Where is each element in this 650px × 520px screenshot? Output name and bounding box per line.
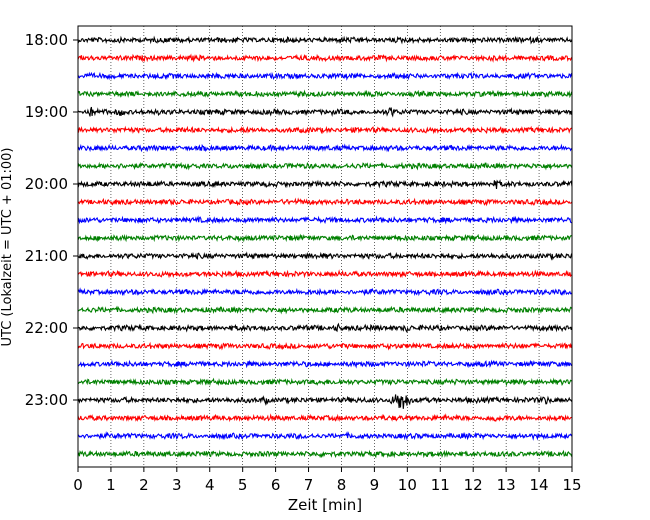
x-tick-label-8: 8 — [337, 476, 347, 494]
trace-20:30 — [77, 215, 573, 225]
x-tick-label-14: 14 — [530, 476, 549, 494]
x-tick-label-0: 0 — [73, 476, 83, 494]
trace-22:00 — [77, 322, 573, 334]
trace-21:00 — [77, 251, 573, 261]
trace-22:30 — [77, 359, 573, 369]
trace-20:15 — [77, 197, 573, 207]
y-axis-label: UTC (Lokalzeit = UTC + 01:00) — [0, 148, 15, 347]
x-tick-label-4: 4 — [205, 476, 215, 494]
x-tick-label-7: 7 — [304, 476, 314, 494]
trace-20:00 — [77, 179, 573, 190]
x-tick-label-6: 6 — [271, 476, 281, 494]
trace-22:15 — [77, 341, 573, 351]
x-tick-label-5: 5 — [238, 476, 248, 494]
trace-18:15 — [77, 53, 573, 63]
x-tick-label-11: 11 — [431, 476, 450, 494]
trace-21:30 — [77, 287, 573, 297]
x-tick-label-10: 10 — [398, 476, 417, 494]
y-tick-label-2: 20:00 — [25, 175, 68, 193]
trace-20:45 — [77, 233, 573, 243]
x-tick-label-3: 3 — [172, 476, 182, 494]
trace-23:15 — [77, 413, 573, 423]
y-tick-label-1: 19:00 — [25, 103, 68, 121]
trace-19:15 — [77, 125, 573, 135]
x-axis-ticks: 0 1 2 3 4 5 6 7 8 9 10 11 12 13 14 15 — [73, 467, 582, 494]
y-tick-label-0: 18:00 — [25, 31, 68, 49]
trace-19:00 — [77, 106, 573, 118]
trace-22:45 — [77, 377, 573, 387]
x-tick-label-13: 13 — [497, 476, 516, 494]
seismic-traces — [77, 35, 573, 459]
x-tick-label-1: 1 — [106, 476, 116, 494]
y-tick-label-4: 22:00 — [25, 319, 68, 337]
trace-23:30 — [77, 431, 573, 441]
trace-23:00 — [77, 394, 573, 409]
trace-18:30 — [77, 71, 573, 81]
trace-18:45 — [77, 89, 573, 99]
trace-21:45 — [77, 305, 573, 315]
trace-18:00 — [77, 35, 573, 45]
trace-21:15 — [77, 269, 572, 279]
x-tick-label-9: 9 — [370, 476, 380, 494]
plot-frame — [77, 25, 573, 468]
y-axis-ticks: 18:00 19:00 20:00 21:00 22:00 23:00 — [25, 31, 78, 409]
trace-19:30 — [77, 143, 573, 153]
y-tick-label-3: 21:00 — [25, 247, 68, 265]
y-tick-label-5: 23:00 — [25, 391, 68, 409]
x-axis-label: Zeit [min] — [288, 496, 362, 514]
trace-23:45 — [77, 449, 573, 459]
x-tick-label-12: 12 — [464, 476, 483, 494]
x-tick-label-15: 15 — [562, 476, 581, 494]
trace-19:45 — [77, 161, 573, 171]
x-tick-label-2: 2 — [139, 476, 149, 494]
